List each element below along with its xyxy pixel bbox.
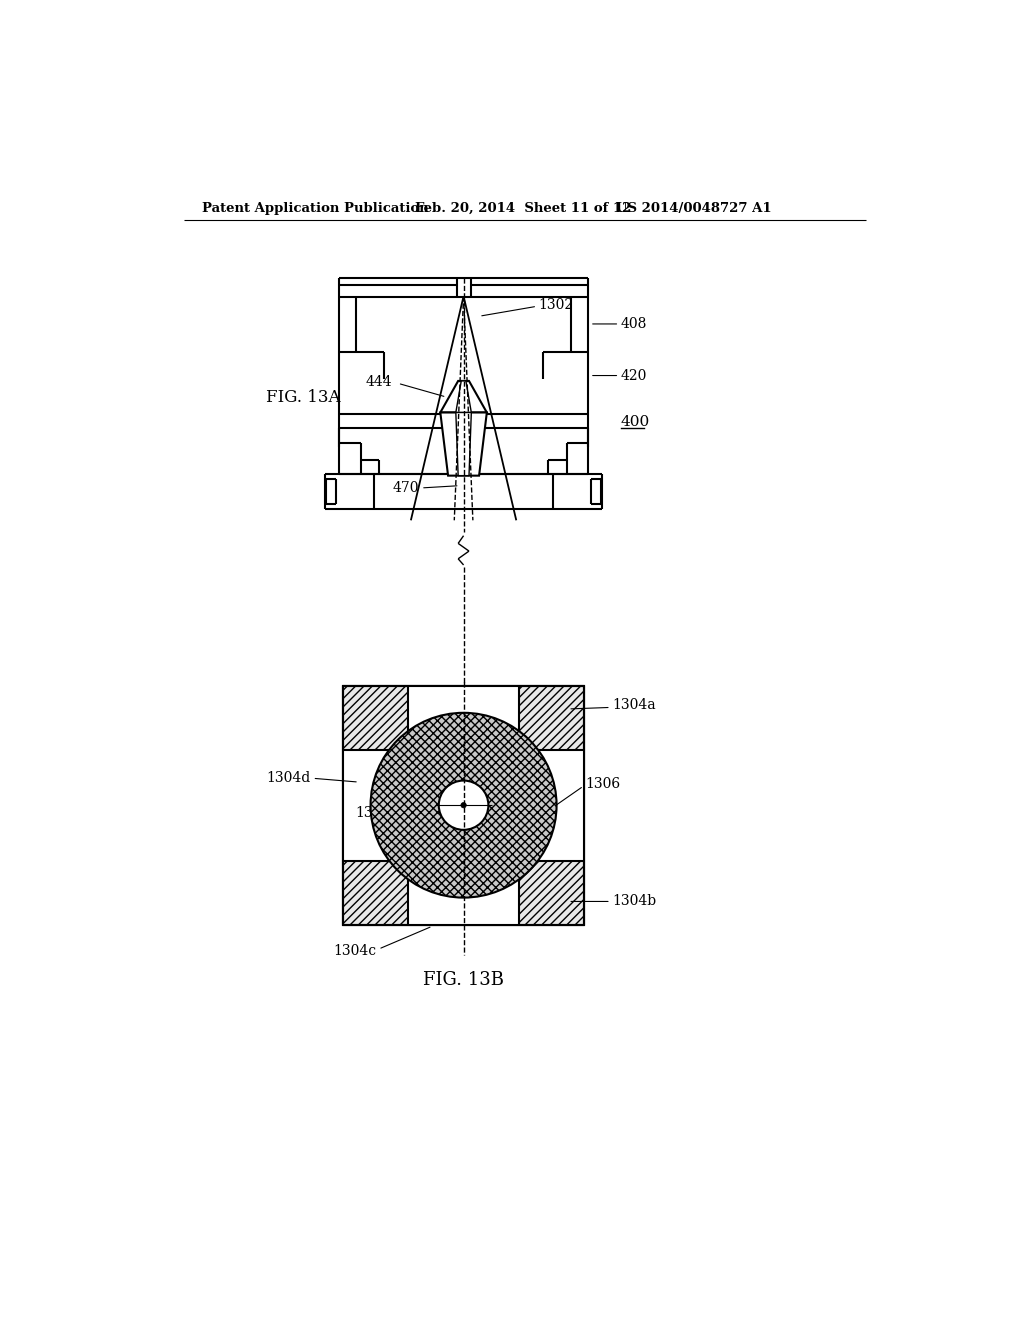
Bar	[343, 750, 584, 861]
Text: 1302: 1302	[539, 298, 573, 312]
Text: 1308: 1308	[355, 807, 391, 820]
Text: 1306: 1306	[586, 776, 621, 791]
Text: 444: 444	[366, 375, 392, 388]
Text: 470: 470	[392, 480, 419, 495]
Text: 420: 420	[621, 368, 647, 383]
Polygon shape	[440, 381, 486, 412]
Text: Patent Application Publication: Patent Application Publication	[202, 202, 428, 215]
Text: 400: 400	[621, 414, 650, 429]
Polygon shape	[456, 381, 471, 412]
Text: 1304a: 1304a	[612, 698, 656, 711]
Bar	[343, 686, 584, 924]
Circle shape	[371, 713, 557, 898]
Polygon shape	[440, 412, 486, 475]
Text: FIG. 13B: FIG. 13B	[423, 972, 504, 989]
Text: FIG. 13A: FIG. 13A	[266, 388, 340, 405]
Polygon shape	[456, 412, 471, 475]
Text: 1304b: 1304b	[612, 895, 656, 908]
Circle shape	[461, 803, 466, 808]
Circle shape	[438, 780, 488, 830]
Text: 408: 408	[621, 317, 647, 331]
Bar	[408, 686, 519, 924]
Text: 1304c: 1304c	[334, 944, 377, 958]
Text: 1304d: 1304d	[266, 771, 311, 785]
Bar	[343, 686, 584, 924]
Text: US 2014/0048727 A1: US 2014/0048727 A1	[616, 202, 772, 215]
Text: Feb. 20, 2014  Sheet 11 of 12: Feb. 20, 2014 Sheet 11 of 12	[415, 202, 631, 215]
